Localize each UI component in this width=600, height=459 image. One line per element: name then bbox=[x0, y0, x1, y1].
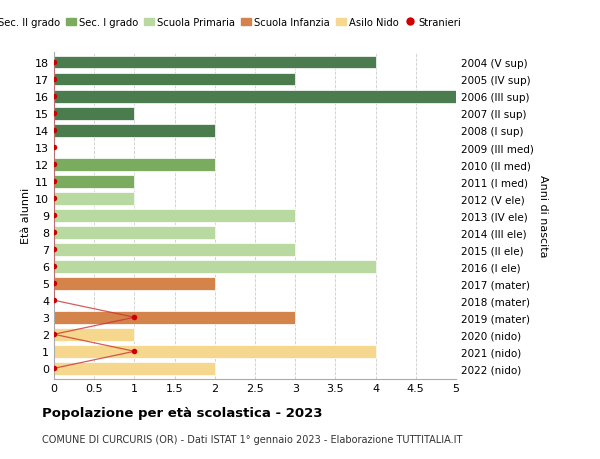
Bar bbox=[54, 226, 215, 239]
Bar bbox=[54, 209, 295, 222]
Bar bbox=[54, 311, 295, 324]
Legend: Sec. II grado, Sec. I grado, Scuola Primaria, Scuola Infanzia, Asilo Nido, Stran: Sec. II grado, Sec. I grado, Scuola Prim… bbox=[0, 14, 464, 32]
Bar bbox=[54, 90, 456, 103]
Bar bbox=[54, 175, 134, 188]
Bar bbox=[54, 328, 134, 341]
Bar bbox=[54, 362, 215, 375]
Bar bbox=[54, 107, 134, 120]
Y-axis label: Anni di nascita: Anni di nascita bbox=[538, 174, 548, 257]
Bar bbox=[54, 124, 215, 137]
Bar bbox=[54, 243, 295, 256]
Bar bbox=[54, 56, 376, 69]
Bar bbox=[54, 192, 134, 205]
Bar bbox=[54, 277, 215, 290]
Bar bbox=[54, 158, 215, 171]
Bar bbox=[54, 345, 376, 358]
Bar bbox=[54, 73, 295, 86]
Text: COMUNE DI CURCURIS (OR) - Dati ISTAT 1° gennaio 2023 - Elaborazione TUTTITALIA.I: COMUNE DI CURCURIS (OR) - Dati ISTAT 1° … bbox=[42, 434, 463, 444]
Text: Popolazione per età scolastica - 2023: Popolazione per età scolastica - 2023 bbox=[42, 406, 323, 419]
Y-axis label: Età alunni: Età alunni bbox=[21, 188, 31, 244]
Bar bbox=[54, 260, 376, 273]
